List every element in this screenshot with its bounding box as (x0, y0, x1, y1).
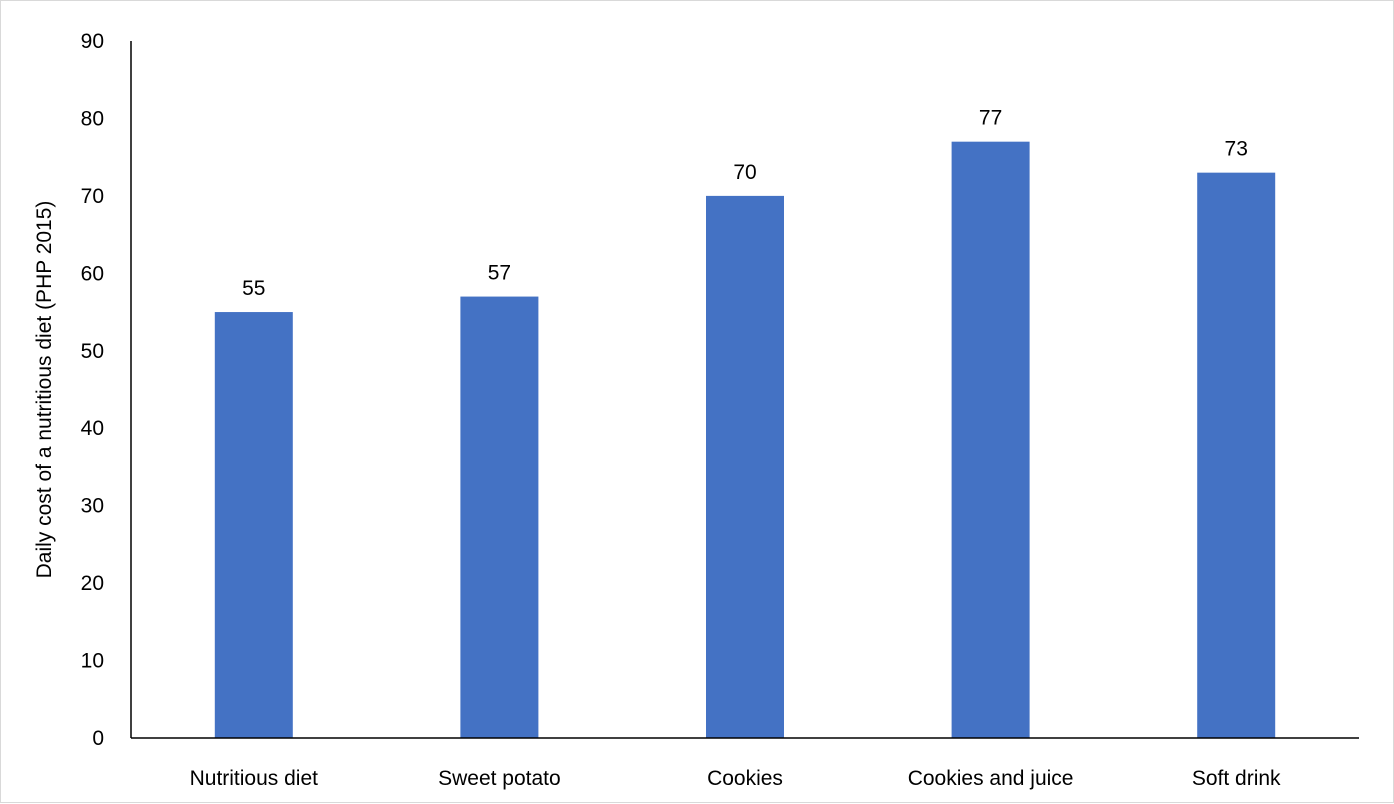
x-tick-label: Cookies and juice (908, 767, 1074, 790)
bar (214, 312, 293, 738)
x-axis-ticks: Nutritious diet Sweet potato Cookies Cookie… (190, 767, 1281, 790)
y-tick-label: 40 (81, 417, 104, 440)
y-tick-label: 90 (81, 30, 104, 53)
bars (214, 141, 1276, 739)
y-tick-label: 70 (81, 185, 104, 208)
bar-value-label: 77 (979, 107, 1002, 130)
y-tick-label: 30 (81, 495, 104, 518)
y-tick-label: 20 (81, 572, 104, 595)
bar-value-label: 57 (488, 262, 511, 285)
bar (460, 296, 539, 738)
bar-value-label: 73 (1225, 138, 1248, 161)
bar (1197, 172, 1276, 739)
bar-value-label: 70 (733, 161, 756, 184)
x-tick-label: Cookies (707, 767, 783, 790)
x-tick-label: Nutritious diet (190, 767, 319, 790)
bar (951, 141, 1030, 738)
bar-value-label: 55 (242, 277, 265, 300)
y-tick-label: 50 (81, 340, 104, 363)
y-tick-label: 60 (81, 262, 104, 285)
y-axis-ticks: 0 10 20 30 40 50 60 70 80 90 (81, 30, 104, 750)
y-tick-label: 80 (81, 107, 104, 130)
data-labels: 55 57 70 77 73 (242, 107, 1248, 300)
y-tick-label: 10 (81, 650, 104, 673)
bar (706, 195, 784, 738)
y-tick-label: 0 (92, 727, 104, 750)
y-axis-title: Daily cost of a nutritious diet (PHP 201… (33, 201, 56, 579)
x-tick-label: Sweet potato (438, 767, 561, 790)
x-tick-label: Soft drink (1192, 767, 1281, 790)
